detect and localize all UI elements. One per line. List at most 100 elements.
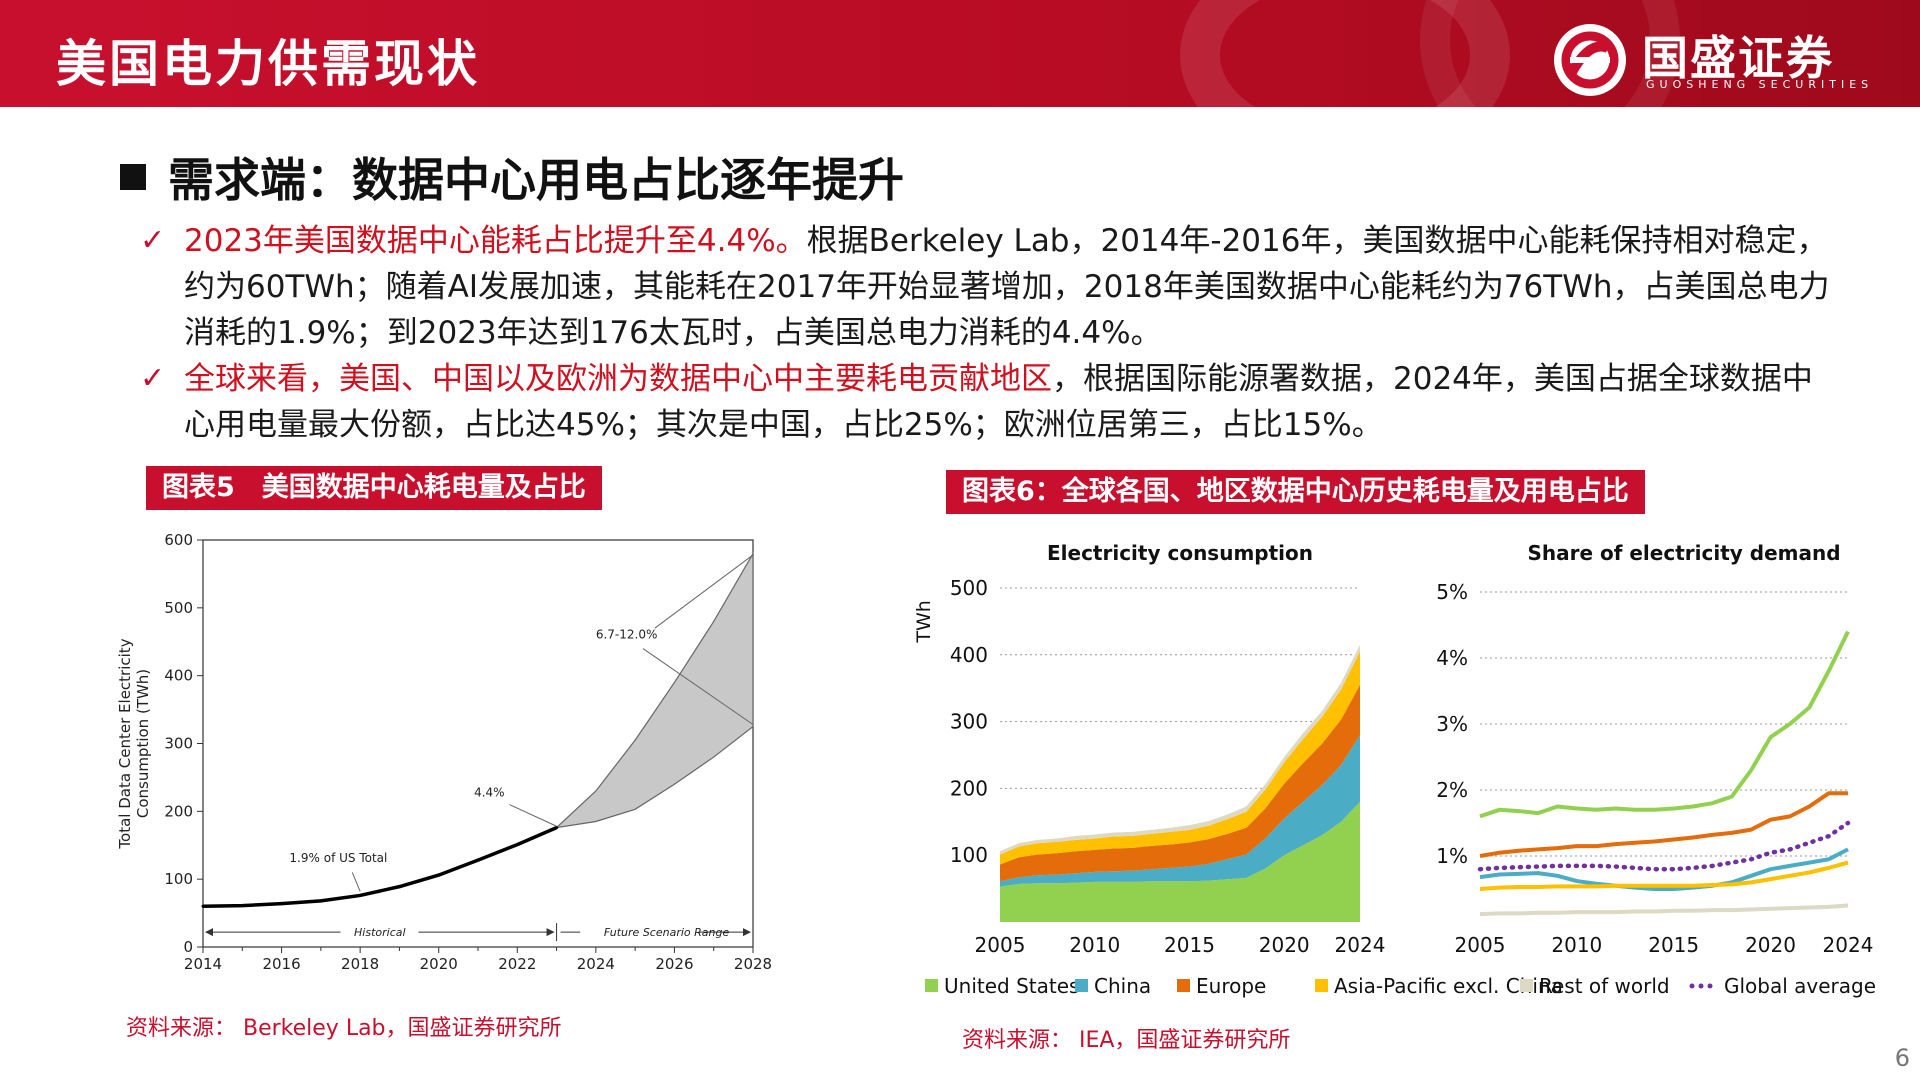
label-bg [340,924,419,941]
data-point [319,899,323,903]
legend-swatch [1520,979,1533,992]
x-tick-label: 2005 [975,933,1026,957]
check-icon: ✓ [140,223,166,258]
section-title: 需求端：数据中心用电占比逐年提升 [120,144,904,210]
annotation-arrow [642,648,754,725]
rest-of-world-line [1479,903,1849,917]
page-number: 6 [1894,1044,1910,1072]
europe-area [1000,684,1360,882]
y-axis-label: TWh [913,600,935,643]
x-tick-label: 2018 [341,955,379,973]
y-axis-label-line: Consumption (TWh) [134,669,152,818]
annotation-label: 6.7-12.0% [596,627,658,641]
x-tick-label: 2022 [498,955,536,973]
data-point [437,873,441,877]
apac-line [1479,860,1849,891]
figure5-source: 资料来源： Berkeley Lab，国盛证券研究所 [126,1016,562,1041]
annotation-label: 1.9% of US Total [289,851,387,865]
legend-swatch [1177,979,1190,992]
square-bullet-icon [120,164,146,190]
y-tick-label: 1% [1436,844,1468,868]
annotation-label: 4.4% [474,785,505,799]
legend-swatch [1315,979,1328,992]
apac-area [1000,651,1360,865]
us-area [1000,801,1360,922]
check-icon: ✓ [140,361,166,396]
annotation-arrow [509,804,557,827]
y-tick-label: 500 [164,599,193,617]
legend-swatch [1075,979,1088,992]
data-point [201,904,205,908]
data-point [555,826,559,830]
y-tick-label: 5% [1436,580,1468,604]
data-point [280,902,284,906]
x-tick-label: 2005 [1455,933,1506,957]
figure6-source: 资料来源： IEA，国盛证券研究所 [962,1028,1291,1053]
x-tick-label: 2010 [1069,933,1120,957]
y-tick-label: 0 [183,938,193,956]
x-tick-label: 2016 [262,955,300,973]
data-point [358,893,362,897]
y-tick-label: 3% [1436,712,1468,736]
legend-label: Global average [1724,974,1876,998]
bullet-paragraph: ✓ 2023年美国数据中心能耗占比提升至4.4%。根据Berkeley Lab，… [140,218,1840,356]
share-of-demand-chart: Share of electricity demand 1% 2% 3% 4% 5% 200… [1436,541,1873,957]
y-tick-label: 500 [950,576,988,600]
y-tick-label: 100 [164,870,193,888]
x-tick-label: 2010 [1551,933,1602,957]
x-tick-label: 2015 [1164,933,1215,957]
x-tick-label: 2020 [420,955,458,973]
logo-english: GUOSHENG SECURITIES [1646,78,1874,91]
label-bg [580,924,699,941]
arrow-head [205,928,213,937]
logo-mark-icon [1554,24,1626,96]
data-point [240,904,244,908]
y-tick-label: 2% [1436,778,1468,802]
legend-label: United States [944,974,1079,998]
paragraph-text: ，根据国际能源署数据，2024年，美国占据全球数据中心用电量最大份额，占比达45… [184,361,1813,443]
legend-swatch [1698,983,1704,989]
legend-swatch [925,979,938,992]
x-tick-label: 2015 [1648,933,1699,957]
bullet-paragraph: ✓ 全球来看，美国、中国以及欧洲为数据中心中主要耗电贡献地区，根据国际能源署数据… [140,356,1840,448]
us-datacenter-chart: 0 100 200 300 400 500 600 2014 2016 2018 2020 2022 2… [116,531,772,973]
us-line [1479,630,1850,819]
historical-label: Historical [354,926,406,939]
highlight-text: 2023年美国数据中心能耗占比提升至4.4%。 [184,223,807,259]
y-tick-label: 300 [950,710,988,734]
data-point [476,858,480,862]
y-axis-label: Total Data Center ElectricityConsumption… [116,638,152,849]
legend-label: Europe [1196,974,1266,998]
future-scenario-band [554,551,754,829]
annotation-arrow [351,872,361,892]
figure6-legend: United States China Europe Asia-Pacific exc… [925,974,1876,998]
y-tick-label: 300 [164,735,193,753]
data-point [515,843,519,847]
x-tick-label: 2028 [734,955,772,973]
chart-title: Electricity consumption [1047,541,1313,565]
y-tick-label: 600 [164,531,193,549]
global-average-line [1477,820,1851,872]
section-title-text: 需求端：数据中心用电占比逐年提升 [168,153,904,207]
chart-title: Share of electricity demand [1527,541,1840,565]
x-tick-label: 2024 [1335,933,1386,957]
brand-logo: 国盛证券 GUOSHENG SECURITIES [1550,18,1880,96]
x-tick-label: 2024 [577,955,615,973]
arrow-head [743,928,751,937]
legend-swatch [1689,983,1695,989]
china-area [1000,734,1360,887]
legend-swatch [1707,983,1713,989]
header-bar: 美国电力供需现状 国盛证券 GUOSHENG SECURITIES [0,0,1920,107]
x-tick-label: 2020 [1259,933,1310,957]
y-tick-label: 4% [1436,646,1468,670]
paragraph-text: 根据Berkeley Lab，2014年-2016年，美国数据中心能耗保持相对稳… [184,223,1830,351]
x-tick-label: 2020 [1745,933,1796,957]
legend-label: China [1094,974,1151,998]
y-tick-label: 100 [950,843,988,867]
y-tick-label: 400 [164,667,193,685]
y-tick-label: 200 [950,776,988,800]
x-tick-label: 2026 [655,955,693,973]
page-title: 美国电力供需现状 [56,34,480,93]
legend-label: Rest of world [1539,974,1670,998]
annotation-arrow [654,554,754,629]
